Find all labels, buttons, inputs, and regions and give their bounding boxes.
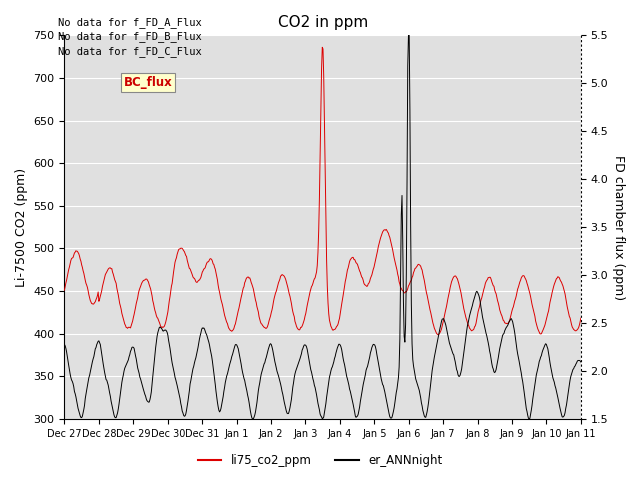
Legend: li75_co2_ppm, er_ANNnight: li75_co2_ppm, er_ANNnight: [193, 449, 447, 472]
Text: No data for f_FD_C_Flux: No data for f_FD_C_Flux: [58, 46, 202, 57]
Y-axis label: Li-7500 CO2 (ppm): Li-7500 CO2 (ppm): [15, 168, 28, 287]
Y-axis label: FD chamber flux (ppm): FD chamber flux (ppm): [612, 155, 625, 300]
Text: No data for f_FD_A_Flux: No data for f_FD_A_Flux: [58, 17, 202, 28]
Title: CO2 in ppm: CO2 in ppm: [278, 15, 368, 30]
Text: BC_flux: BC_flux: [124, 76, 173, 89]
Text: No data for f_FD_B_Flux: No data for f_FD_B_Flux: [58, 31, 202, 42]
